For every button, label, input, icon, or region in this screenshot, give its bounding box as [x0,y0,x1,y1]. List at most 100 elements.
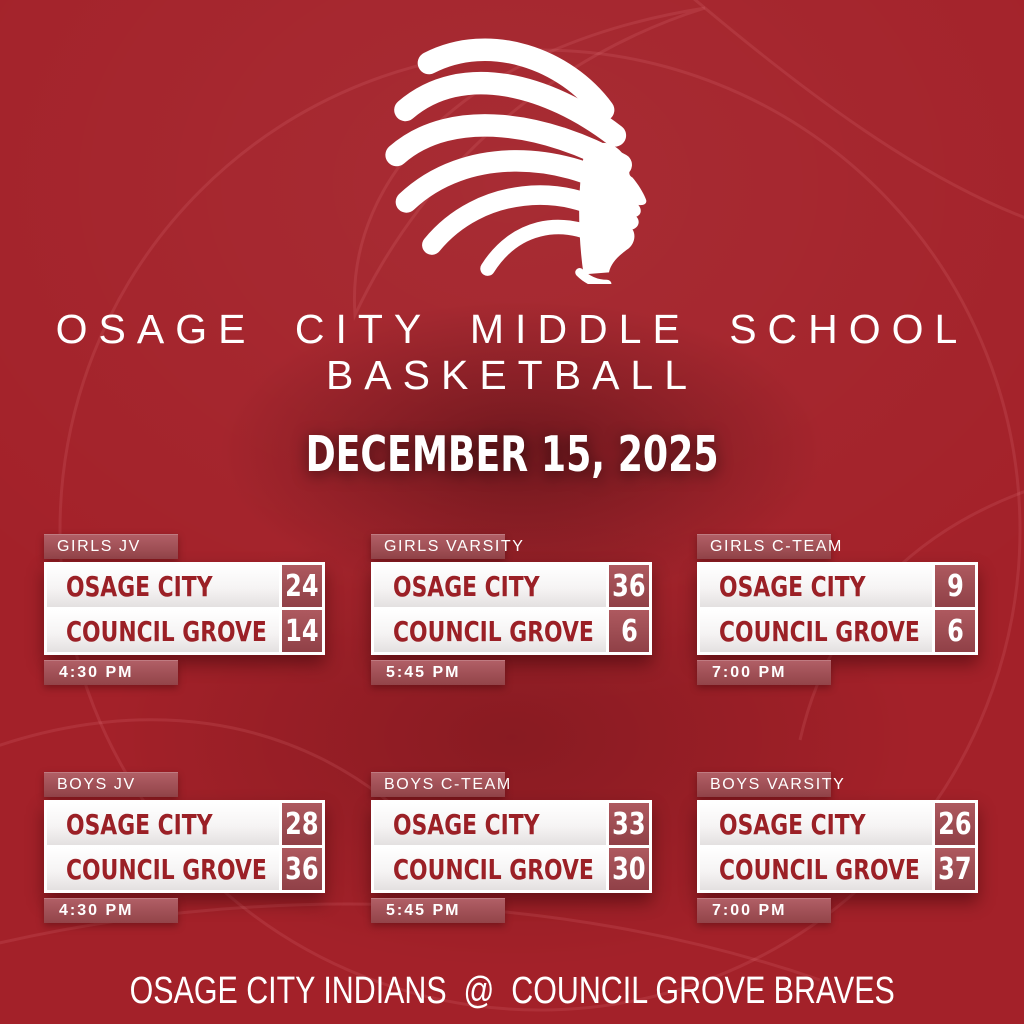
team-score-text: 26 [938,806,972,842]
team-score-text: 9 [946,568,964,604]
team-name: OSAGE CITY [700,565,932,607]
team-name: OSAGE CITY [47,565,279,607]
team-score-text: 36 [612,568,646,604]
score-rows: OSAGE CITY 36 COUNCIL GROVE 6 [371,562,652,655]
team-name: COUNCIL GROVE [700,848,932,890]
indian-chief-logo-icon [385,38,647,284]
team-score-text: 36 [285,851,319,887]
team-score-text: 6 [946,613,964,649]
team-score: 14 [282,610,322,652]
team-score-text: 28 [285,806,319,842]
game-time-text: 7:00 PM [712,901,787,919]
team-name-text: COUNCIL GROVE [719,852,920,886]
team-row: OSAGE CITY 36 [374,565,649,607]
team-name: COUNCIL GROVE [47,848,279,890]
scoreboard-boys-jv: BOYS JV OSAGE CITY 28 COUNCIL GROVE 36 4… [44,772,325,923]
team-row: COUNCIL GROVE 6 [374,610,649,652]
game-time: 4:30 PM [44,660,178,685]
game-time: 7:00 PM [697,898,831,923]
game-label: GIRLS JV [57,537,141,555]
school-title-line1: OSAGE CITY MIDDLE SCHOOL [55,306,969,352]
event-date-text: DECEMBER 15, 2025 [305,426,719,483]
game-time: 7:00 PM [697,660,831,685]
game-label-tab: GIRLS VARSITY [371,534,523,559]
team-name-text: COUNCIL GROVE [393,614,594,648]
team-score: 26 [935,803,975,845]
scoreboard-girls-varsity: GIRLS VARSITY OSAGE CITY 36 COUNCIL GROV… [371,534,652,685]
team-score: 36 [609,565,649,607]
game-time: 4:30 PM [44,898,178,923]
team-score: 24 [282,565,322,607]
team-row: COUNCIL GROVE 6 [700,610,975,652]
team-name-text: COUNCIL GROVE [393,852,594,886]
scoreboard-boys-c-team: BOYS C-TEAM OSAGE CITY 33 COUNCIL GROVE … [371,772,652,923]
team-name: OSAGE CITY [374,565,606,607]
team-row: COUNCIL GROVE 14 [47,610,322,652]
game-label: BOYS VARSITY [710,775,846,793]
team-name-text: OSAGE CITY [719,569,866,603]
team-score: 37 [935,848,975,890]
game-label-tab: GIRLS C-TEAM [697,534,841,559]
team-row: COUNCIL GROVE 30 [374,848,649,890]
game-time-text: 4:30 PM [59,663,134,681]
game-time: 5:45 PM [371,898,505,923]
team-score: 33 [609,803,649,845]
team-score-text: 24 [285,568,319,604]
team-name-text: OSAGE CITY [393,569,540,603]
team-row: OSAGE CITY 24 [47,565,322,607]
team-score-text: 30 [612,851,646,887]
team-row: OSAGE CITY 28 [47,803,322,845]
team-score: 6 [609,610,649,652]
team-row: COUNCIL GROVE 36 [47,848,322,890]
team-name: COUNCIL GROVE [700,610,932,652]
game-label-tab: BOYS VARSITY [697,772,844,797]
team-name: COUNCIL GROVE [47,610,279,652]
school-title-line2: BASKETBALL [325,352,699,398]
matchup-text: OSAGE CITY INDIANS @ COUNCIL GROVE BRAVE… [129,970,895,1012]
game-label-tab: GIRLS JV [44,534,178,559]
game-time: 5:45 PM [371,660,505,685]
event-date: DECEMBER 15, 2025 [0,426,1024,483]
team-name-text: COUNCIL GROVE [66,852,267,886]
game-time-text: 5:45 PM [386,663,461,681]
score-rows: OSAGE CITY 9 COUNCIL GROVE 6 [697,562,978,655]
team-name: COUNCIL GROVE [374,610,606,652]
team-name-text: OSAGE CITY [719,807,866,841]
team-score: 9 [935,565,975,607]
team-score-text: 6 [620,613,638,649]
game-time-text: 4:30 PM [59,901,134,919]
team-name-text: COUNCIL GROVE [719,614,920,648]
team-score-text: 14 [285,613,319,649]
score-rows: OSAGE CITY 24 COUNCIL GROVE 14 [44,562,325,655]
scoreboard-boys-varsity: BOYS VARSITY OSAGE CITY 26 COUNCIL GROVE… [697,772,978,923]
team-row: OSAGE CITY 26 [700,803,975,845]
game-label-tab: BOYS C-TEAM [371,772,510,797]
team-name: OSAGE CITY [700,803,932,845]
team-row: COUNCIL GROVE 37 [700,848,975,890]
team-score-text: 37 [938,851,972,887]
game-label-tab: BOYS JV [44,772,178,797]
game-label: BOYS C-TEAM [384,775,512,793]
team-name: OSAGE CITY [374,803,606,845]
game-label: GIRLS VARSITY [384,537,525,555]
score-rows: OSAGE CITY 26 COUNCIL GROVE 37 [697,800,978,893]
score-rows: OSAGE CITY 28 COUNCIL GROVE 36 [44,800,325,893]
team-score-text: 33 [612,806,646,842]
game-label: GIRLS C-TEAM [710,537,843,555]
matchup-footer: OSAGE CITY INDIANS @ COUNCIL GROVE BRAVE… [0,970,1024,1013]
team-name: COUNCIL GROVE [374,848,606,890]
team-name-text: OSAGE CITY [66,807,213,841]
game-time-text: 7:00 PM [712,663,787,681]
team-name-text: OSAGE CITY [66,569,213,603]
team-row: OSAGE CITY 9 [700,565,975,607]
team-name-text: COUNCIL GROVE [66,614,267,648]
team-score: 6 [935,610,975,652]
team-name: OSAGE CITY [47,803,279,845]
team-score: 36 [282,848,322,890]
scoreboard-girls-jv: GIRLS JV OSAGE CITY 24 COUNCIL GROVE 14 … [44,534,325,685]
team-score: 30 [609,848,649,890]
scoreboard-girls-c-team: GIRLS C-TEAM OSAGE CITY 9 COUNCIL GROVE … [697,534,978,685]
team-name-text: OSAGE CITY [393,807,540,841]
game-label: BOYS JV [57,775,136,793]
